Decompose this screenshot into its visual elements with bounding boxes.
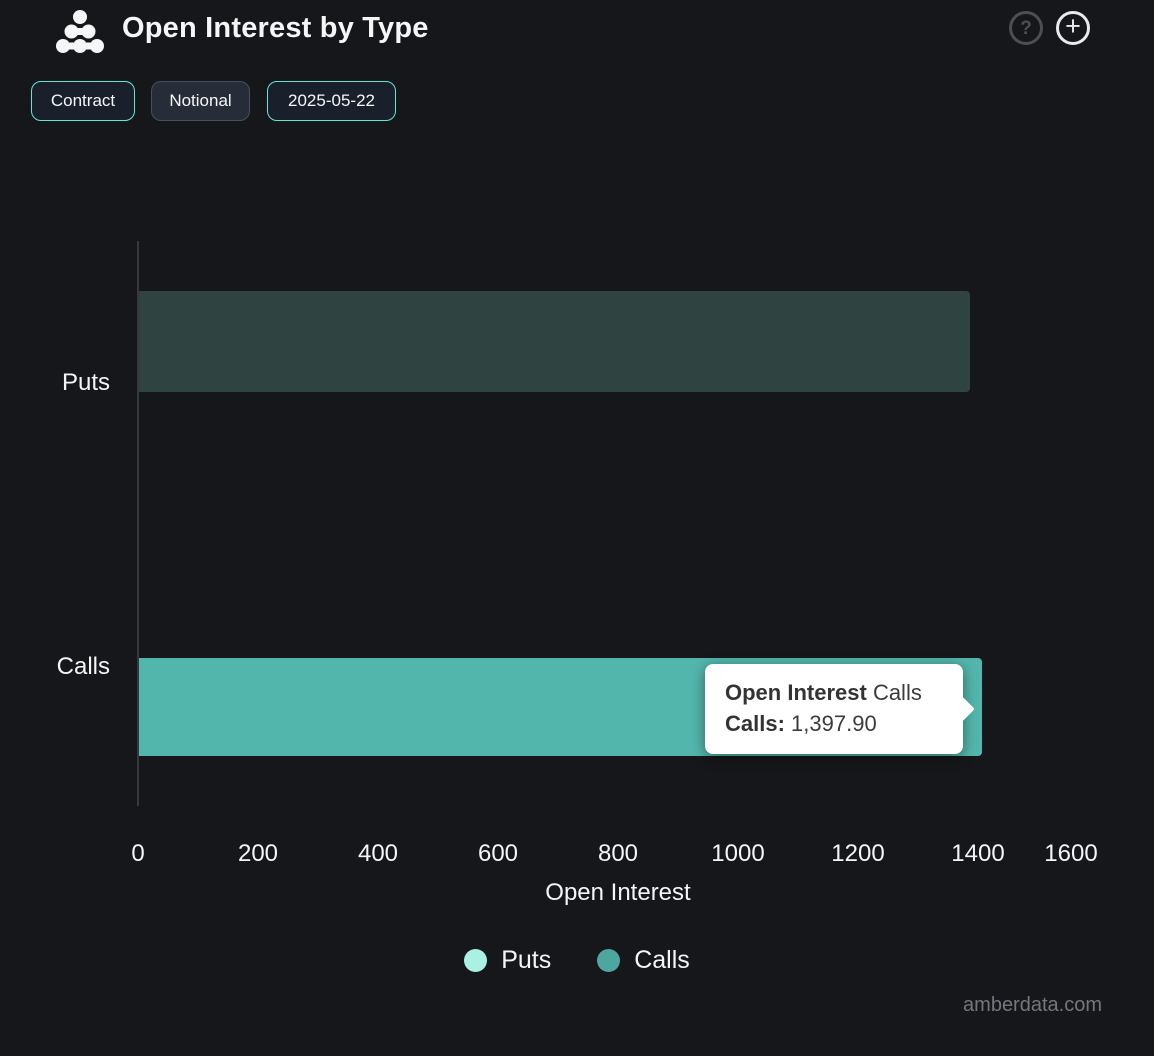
legend-item-puts[interactable]: Puts <box>464 946 551 975</box>
x-tick: 1000 <box>711 840 765 867</box>
amberdata-logo <box>52 8 108 56</box>
page-title: Open Interest by Type <box>122 12 429 44</box>
x-tick: 1400 <box>951 840 1005 867</box>
help-button[interactable]: ? <box>1009 11 1043 45</box>
x-tick: 800 <box>597 840 639 867</box>
notional-toggle-button[interactable]: Notional <box>151 81 250 121</box>
x-tick: 200 <box>237 840 279 867</box>
y-axis-line <box>137 241 139 806</box>
legend-swatch-calls-icon <box>597 949 621 972</box>
watermark: amberdata.com <box>963 994 1102 1016</box>
x-tick: 600 <box>477 840 519 867</box>
legend-item-calls[interactable]: Calls <box>597 946 690 975</box>
tooltip-value-row: Calls: 1,397.90 <box>725 711 877 736</box>
tooltip-title: Open Interest Calls <box>725 680 922 705</box>
x-axis-title: Open Interest <box>545 879 691 906</box>
x-tick: 0 <box>131 840 145 867</box>
legend-label-calls: Calls <box>634 946 690 974</box>
y-axis-label-calls: Calls <box>56 653 110 680</box>
x-tick: 400 <box>357 840 399 867</box>
chart-tooltip: Open Interest Calls Calls: 1,397.90 <box>705 664 975 754</box>
legend-swatch-puts-icon <box>464 949 488 972</box>
plus-icon: + <box>1065 11 1081 41</box>
bar-puts[interactable] <box>139 291 970 392</box>
add-button[interactable]: + <box>1056 11 1090 45</box>
date-selector-button[interactable]: 2025-05-22 <box>267 81 396 121</box>
question-icon: ? <box>1020 17 1032 39</box>
contract-toggle-button[interactable]: Contract <box>31 81 135 121</box>
x-tick: 1200 <box>831 840 885 867</box>
y-axis-label-puts: Puts <box>61 369 110 396</box>
legend-label-puts: Puts <box>501 946 552 974</box>
chart-legend: Puts Calls <box>0 946 1154 975</box>
x-tick: 1600 <box>1044 840 1098 867</box>
